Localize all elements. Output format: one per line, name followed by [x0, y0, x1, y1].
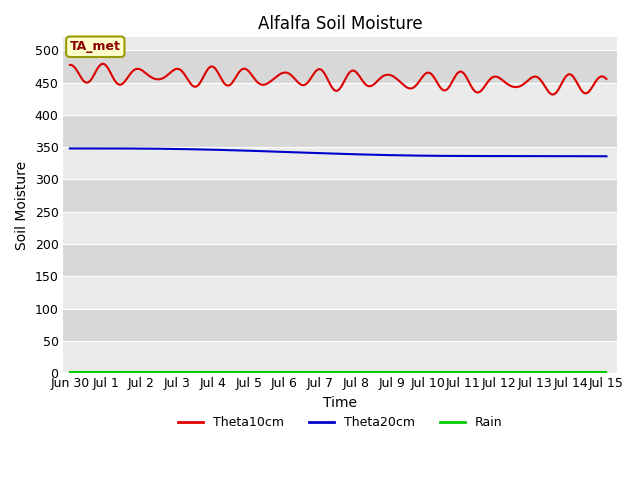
Bar [63, 244, 617, 276]
Legend: Theta10cm, Theta20cm, Rain: Theta10cm, Theta20cm, Rain [173, 411, 508, 434]
Bar [63, 50, 617, 83]
Bar [63, 147, 617, 180]
Y-axis label: Soil Moisture: Soil Moisture [15, 161, 29, 250]
Bar [63, 115, 617, 147]
Bar [63, 180, 617, 212]
Bar [63, 83, 617, 115]
Text: TA_met: TA_met [70, 40, 121, 53]
X-axis label: Time: Time [323, 396, 357, 410]
Bar [63, 276, 617, 309]
Bar [63, 212, 617, 244]
Bar [63, 341, 617, 373]
Title: Alfalfa Soil Moisture: Alfalfa Soil Moisture [258, 15, 422, 33]
Bar [63, 309, 617, 341]
